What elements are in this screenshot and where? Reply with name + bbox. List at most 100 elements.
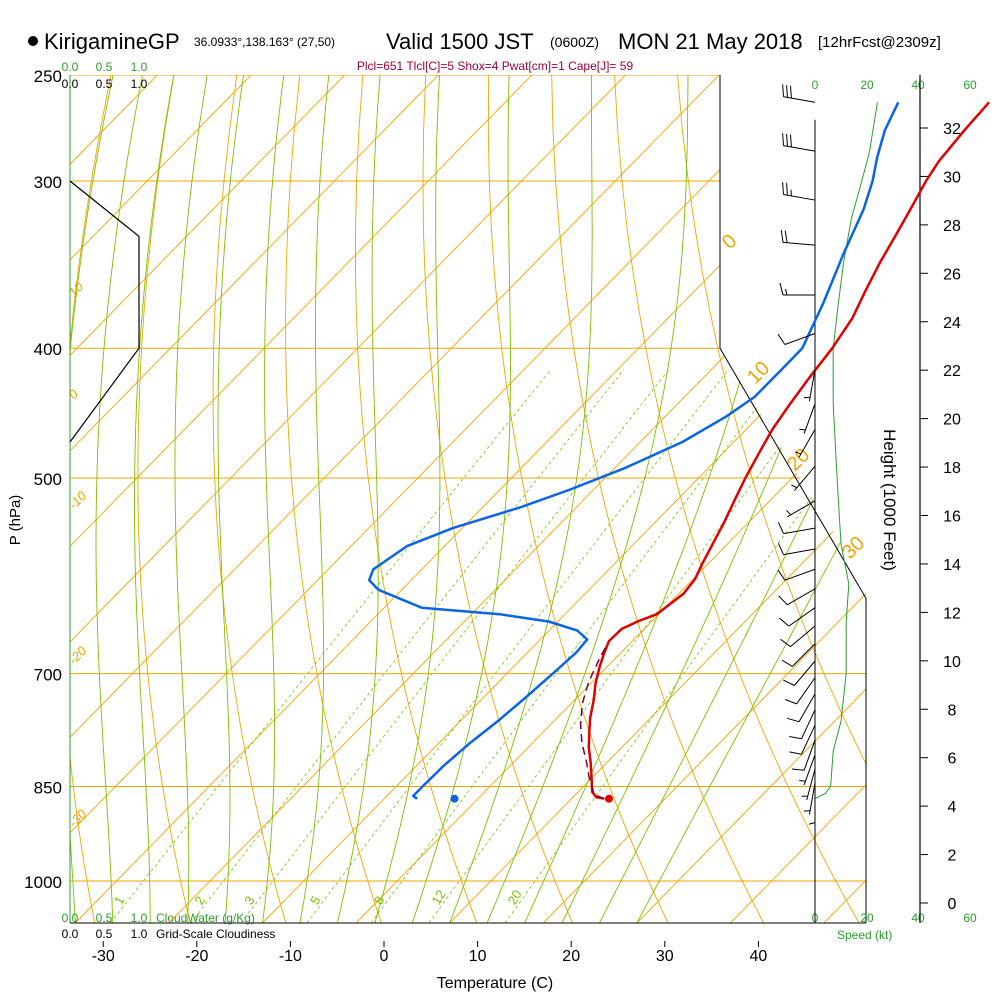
height-tick-label: 4 [948, 799, 957, 816]
dry-adiabat [929, 75, 1000, 923]
wind-barb [791, 740, 816, 771]
wind-barb-stroke [787, 588, 816, 606]
wind-barb [781, 643, 816, 667]
moist-adiabat [411, 75, 511, 923]
isotherm-label-left: 10 [66, 279, 87, 300]
pressure-tick-label: 300 [34, 173, 62, 192]
wind-barb-stroke [786, 509, 792, 516]
isotherm-label-left: -10 [66, 488, 90, 512]
wind-barb-stroke [780, 638, 791, 648]
wind-barb-stroke [788, 607, 816, 627]
wind-barb-stroke [808, 782, 816, 815]
wind-barb [777, 568, 816, 581]
wind-barb-stroke [791, 484, 798, 489]
isotherm-line [262, 75, 866, 923]
wind-barb-stroke [790, 85, 792, 99]
wind-barb-stroke [777, 543, 784, 555]
wind-barb-stroke [799, 428, 806, 431]
cloudwater-tick-top: 0.5 [96, 60, 113, 74]
height-tick-label: 2 [948, 848, 957, 865]
isotherm-label-right: 10 [743, 357, 774, 388]
wind-barb-stroke [798, 429, 816, 458]
speed-tick-top: 20 [860, 78, 874, 92]
wind-barb-stroke [791, 768, 805, 771]
wind-barb [801, 768, 816, 801]
dewpoint-line [367, 101, 900, 800]
height-tick-label: 10 [943, 654, 961, 671]
moist-adiabat [336, 75, 381, 923]
isotherm-line [70, 75, 439, 923]
valid-time-utc: (0600Z) [550, 34, 599, 50]
isotherm-line [823, 75, 866, 923]
forecast-info: [12hrFcst@2309z] [818, 34, 941, 51]
wind-barb [803, 369, 816, 402]
wind-barb [782, 84, 816, 103]
cloudwater-label: CloudWater (g/Kg) [156, 911, 255, 925]
wind-barb-stroke [783, 96, 816, 103]
wind-barb [794, 429, 816, 458]
moist-adiabat [95, 75, 144, 923]
isotherm-line [74, 75, 866, 923]
wind-barb-stroke [794, 451, 802, 455]
height-tick-label: 0 [948, 896, 957, 913]
wind-barb-stroke [782, 133, 784, 146]
wind-barb-stroke [783, 194, 816, 201]
wind-barb-stroke [782, 84, 784, 97]
x-axis-title: Temperature (C) [437, 975, 553, 992]
moist-adiabat [374, 75, 441, 923]
mixing-ratio-label: 3 [241, 893, 258, 907]
mixing-ratio-line [240, 369, 670, 923]
pressure-tick-label: 850 [34, 778, 62, 797]
speed-tick-top: 60 [963, 78, 977, 92]
indices-line: Plcl=651 Tlcl[C]=5 Shox=4 Pwat[cm]=1 Cap… [357, 59, 634, 73]
wind-barb [779, 282, 816, 296]
isotherm-line [70, 75, 626, 923]
pressure-tick-label: 500 [34, 470, 62, 489]
mixing-ratio-label: 2 [191, 893, 208, 907]
mixing-ratio-line [190, 369, 625, 923]
wind-barb-stroke [803, 403, 816, 434]
moist-adiabat [486, 75, 689, 923]
wind-barb-stroke [777, 522, 784, 534]
wind-barb-stroke [784, 699, 797, 705]
wind-barb-stroke [789, 736, 802, 740]
wind-barb-stroke [790, 134, 792, 148]
temperature-tick-label: -30 [92, 948, 115, 965]
plot-layer: 1 2 3 5 8 12 20100-10-20-300102030250300400500… [24, 60, 1000, 965]
isotherm-line [70, 75, 720, 923]
wind-barb [799, 403, 816, 434]
valid-date: MON 21 May 2018 [618, 29, 803, 54]
wind-barb-stroke [794, 465, 816, 492]
moist-adiabat [449, 75, 593, 923]
wind-barb [782, 182, 816, 201]
moist-adiabat [134, 75, 175, 923]
wind-barb [779, 607, 816, 627]
mixing-ratio-label: 12 [428, 887, 448, 907]
speed-tick-bottom: 40 [911, 911, 925, 925]
height-tick-label: 6 [948, 751, 957, 768]
speed-profile [814, 102, 878, 800]
wind-barb-stroke [782, 182, 784, 195]
pressure-tick-label: 250 [34, 67, 62, 86]
mixing-ratio-line [306, 369, 729, 923]
isotherm-line [70, 75, 814, 923]
cloudiness-tick-top: 0.0 [62, 77, 79, 91]
isotherm-label-left: -20 [66, 643, 90, 667]
wind-barb [783, 660, 816, 686]
temperature-tick-label: 40 [750, 948, 768, 965]
height-tick-label: 8 [948, 702, 957, 719]
diagram-grid [70, 75, 1000, 923]
wind-barb-stroke [786, 85, 788, 98]
wind-barb-stroke [781, 659, 793, 667]
height-axis-title: Height (1000 Feet) [880, 429, 899, 571]
wind-barb [803, 782, 816, 815]
dry-adiabat [677, 75, 866, 923]
cloudiness-tick-bottom: 0.0 [62, 927, 79, 941]
isotherm-line [70, 75, 252, 923]
isotherm-line [636, 75, 866, 923]
height-tick-label: 18 [943, 460, 961, 477]
mixing-ratio-line [504, 369, 866, 923]
wind-barb-stroke [803, 754, 816, 786]
wind-barb-stroke [792, 643, 816, 667]
